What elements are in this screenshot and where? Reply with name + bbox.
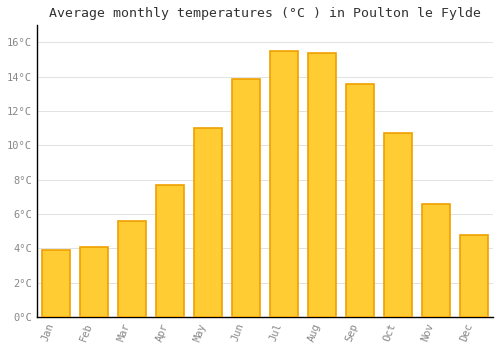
Bar [384, 133, 412, 317]
Bar [194, 128, 222, 317]
Bar [118, 221, 146, 317]
Bar [232, 78, 260, 317]
Bar [42, 250, 70, 317]
Bar [270, 51, 298, 317]
Title: Average monthly temperatures (°C ) in Poulton le Fylde: Average monthly temperatures (°C ) in Po… [49, 7, 481, 20]
Bar [308, 53, 336, 317]
Bar [460, 235, 488, 317]
Bar [156, 185, 184, 317]
Bar [422, 204, 450, 317]
Bar [80, 247, 108, 317]
Bar [346, 84, 374, 317]
